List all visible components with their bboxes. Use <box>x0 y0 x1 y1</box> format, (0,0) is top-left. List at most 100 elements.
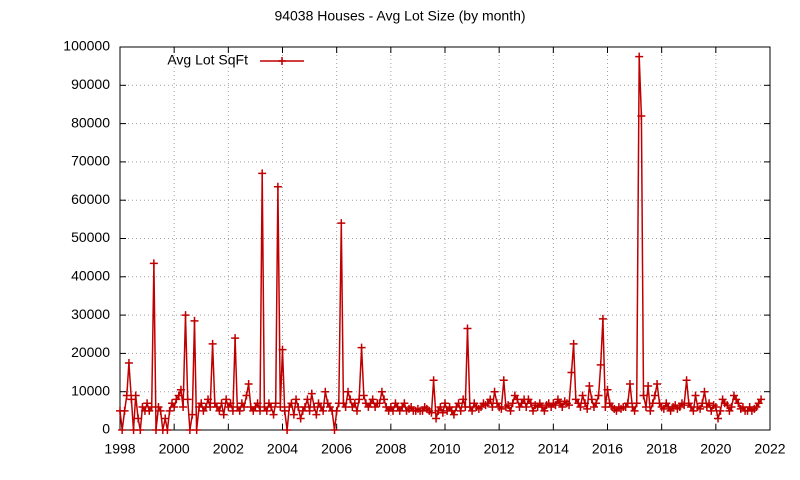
point-marker <box>231 334 240 343</box>
point-marker <box>454 399 463 408</box>
point-marker <box>641 403 650 412</box>
point-marker <box>707 406 716 415</box>
point-marker <box>258 169 267 178</box>
point-marker <box>287 399 296 408</box>
point-marker <box>215 406 224 415</box>
point-marker <box>625 380 634 389</box>
y-tick-label: 90000 <box>71 76 110 92</box>
point-marker <box>190 316 199 325</box>
point-marker <box>567 368 576 377</box>
point-marker <box>118 426 127 434</box>
point-marker <box>632 399 641 408</box>
point-marker <box>276 403 285 412</box>
point-marker <box>143 399 152 408</box>
y-tick-label: 20000 <box>71 344 110 360</box>
point-marker <box>680 401 689 410</box>
point-marker <box>307 389 316 398</box>
point-marker <box>147 403 156 412</box>
point-marker <box>727 403 736 412</box>
point-marker <box>292 395 301 404</box>
point-marker <box>359 391 368 400</box>
point-marker <box>321 387 330 396</box>
point-marker <box>332 406 341 415</box>
point-marker <box>646 406 655 415</box>
point-marker <box>174 391 183 400</box>
point-marker <box>377 387 386 396</box>
point-marker <box>368 395 377 404</box>
point-marker <box>127 395 136 404</box>
point-marker <box>131 391 140 400</box>
point-marker <box>429 376 438 385</box>
point-marker <box>650 391 659 400</box>
point-marker <box>581 399 590 408</box>
point-marker <box>711 403 720 412</box>
point-marker <box>183 395 192 404</box>
point-marker <box>350 399 359 408</box>
legend-marker <box>278 57 286 65</box>
y-tick-label: 60000 <box>71 191 110 207</box>
point-marker <box>551 401 560 410</box>
point-marker <box>355 395 364 404</box>
y-tick-label: 100000 <box>63 38 110 54</box>
y-tick-label: 0 <box>102 421 110 437</box>
point-marker <box>682 376 691 385</box>
point-marker <box>540 406 549 415</box>
point-marker <box>188 410 197 419</box>
x-tick-label: 2012 <box>484 441 515 457</box>
point-marker <box>637 111 646 120</box>
point-marker <box>319 406 328 415</box>
point-marker <box>197 399 206 408</box>
point-marker <box>459 395 468 404</box>
point-marker <box>623 399 632 408</box>
point-marker <box>716 406 725 415</box>
x-tick-label: 2002 <box>213 441 244 457</box>
point-marker <box>463 324 472 333</box>
x-tick-label: 2020 <box>700 441 731 457</box>
point-marker <box>296 414 305 423</box>
point-marker <box>344 387 353 396</box>
point-marker <box>596 360 605 369</box>
point-marker <box>456 406 465 415</box>
point-marker <box>269 410 278 419</box>
point-marker <box>594 391 603 400</box>
point-marker <box>436 403 445 412</box>
point-marker <box>222 395 231 404</box>
point-marker <box>330 426 339 434</box>
point-marker <box>300 403 309 412</box>
x-tick-label: 2010 <box>429 441 460 457</box>
point-marker <box>659 404 668 413</box>
y-tick-label: 10000 <box>71 382 110 398</box>
point-marker <box>601 403 610 412</box>
point-marker <box>400 399 409 408</box>
y-tick-label: 80000 <box>71 114 110 130</box>
point-marker <box>256 406 265 415</box>
point-marker <box>310 403 319 412</box>
point-marker <box>375 399 384 408</box>
point-marker <box>648 399 657 408</box>
point-marker <box>380 395 389 404</box>
point-marker <box>585 381 594 390</box>
y-tick-label: 40000 <box>71 268 110 284</box>
point-marker <box>312 410 321 419</box>
point-marker <box>134 414 143 423</box>
point-marker <box>587 395 596 404</box>
point-marker <box>441 399 449 408</box>
point-marker <box>217 399 226 408</box>
point-marker <box>598 314 607 323</box>
point-marker <box>156 406 165 415</box>
point-marker <box>723 401 732 410</box>
point-marker <box>305 406 314 415</box>
point-marker <box>468 406 477 415</box>
point-marker <box>124 358 133 367</box>
point-marker <box>432 414 441 423</box>
point-marker <box>522 403 531 412</box>
point-marker <box>583 404 592 413</box>
point-marker <box>635 52 644 61</box>
point-marker <box>244 380 253 389</box>
point-marker <box>152 426 161 434</box>
point-marker <box>490 387 499 396</box>
x-tick-label: 2004 <box>267 441 298 457</box>
point-marker <box>427 408 436 417</box>
point-marker <box>289 410 298 419</box>
point-marker <box>170 403 179 412</box>
